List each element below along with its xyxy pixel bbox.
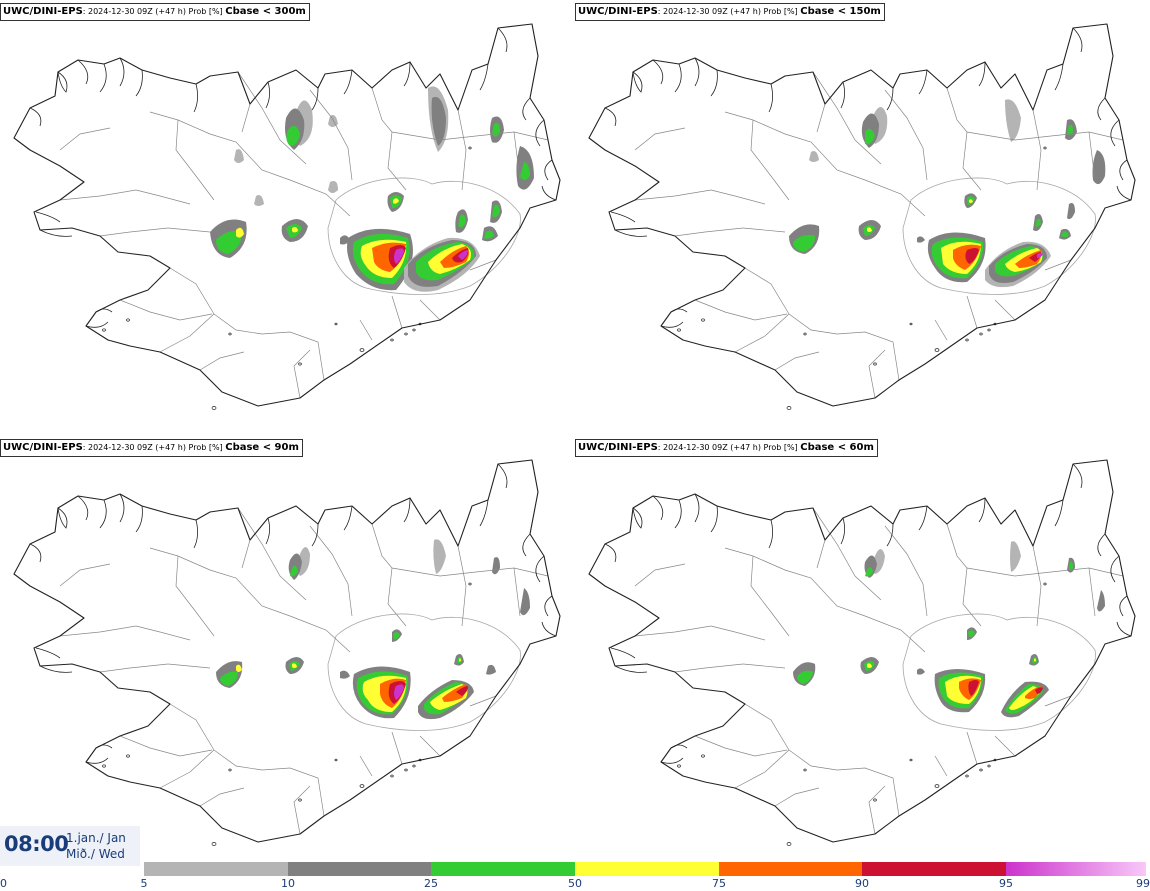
- legend-tick-label: 95: [999, 877, 1013, 890]
- panel-title: UWC/DINI-EPS: 2024-12-30 09Z (+47 h) Pro…: [575, 439, 878, 457]
- legend-bin: [862, 862, 1006, 876]
- map-panel-150m: UWC/DINI-EPS: 2024-12-30 09Z (+47 h) Pro…: [575, 0, 1150, 436]
- legend-tick-label: 25: [424, 877, 438, 890]
- iceland-map: [588, 459, 1136, 846]
- color-legend: [144, 862, 1150, 876]
- map-panel-90m: UWC/DINI-EPS: 2024-12-30 09Z (+47 h) Pro…: [0, 436, 575, 872]
- legend-bin: [288, 862, 431, 876]
- map-panel-300m: UWC/DINI-EPS: 2024-12-30 09Z (+47 h) Pro…: [0, 0, 575, 436]
- legend-tick-label: 75: [712, 877, 726, 890]
- legend-tick-label: 0: [0, 877, 7, 890]
- panel-title: UWC/DINI-EPS: 2024-12-30 09Z (+47 h) Pro…: [0, 3, 310, 21]
- legend-tick-label: 50: [568, 877, 582, 890]
- valid-date: 1.jan./ Jan Mið./ Wed: [66, 830, 126, 862]
- valid-time-clock: 08:00: [4, 832, 69, 856]
- iceland-map: [588, 23, 1136, 410]
- legend-tick-label: 10: [281, 877, 295, 890]
- legend-bin: [575, 862, 719, 876]
- iceland-map: [13, 23, 561, 410]
- legend-tick-label: 5: [140, 877, 148, 890]
- legend-tick-label: 99: [1136, 877, 1150, 890]
- valid-date-line1: 1.jan./ Jan: [66, 831, 126, 845]
- legend-ticks: 0 5 10 25 50 75 90 95 99: [0, 877, 1150, 891]
- legend-bin: [431, 862, 575, 876]
- valid-time-box: 08:00 1.jan./ Jan Mið./ Wed: [0, 826, 140, 866]
- map-panel-60m: UWC/DINI-EPS: 2024-12-30 09Z (+47 h) Pro…: [575, 436, 1150, 872]
- panel-title: UWC/DINI-EPS: 2024-12-30 09Z (+47 h) Pro…: [575, 3, 885, 21]
- legend-bin: [144, 862, 288, 876]
- legend-bin: [1006, 862, 1146, 876]
- panel-title: UWC/DINI-EPS: 2024-12-30 09Z (+47 h) Pro…: [0, 439, 303, 457]
- legend-bin: [719, 862, 862, 876]
- legend-tick-label: 90: [855, 877, 869, 890]
- valid-date-line2: Mið./ Wed: [66, 847, 125, 861]
- iceland-map: [13, 459, 561, 846]
